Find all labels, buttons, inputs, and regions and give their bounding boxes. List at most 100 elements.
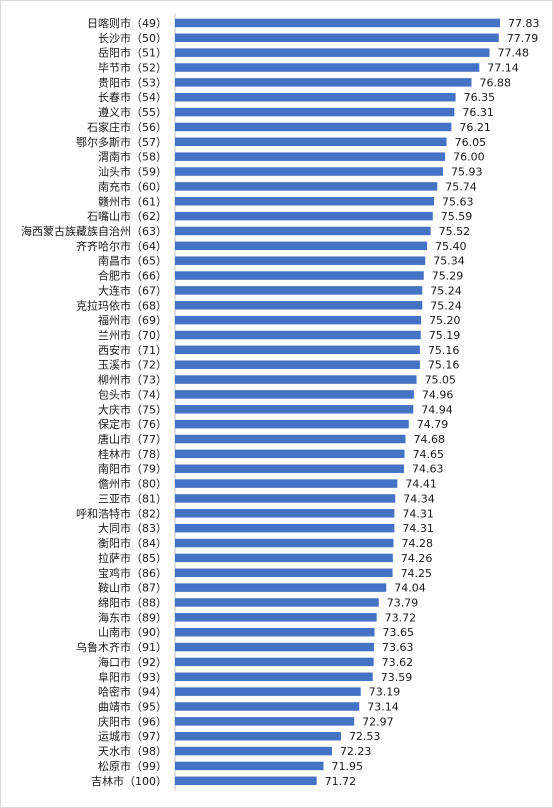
value-label: 74.94 [421,403,453,416]
bar [175,122,452,132]
value-label: 76.35 [464,91,496,104]
bar [175,167,443,176]
bar [175,568,393,577]
category-label: 儋州市（80） [98,477,167,491]
category-label: 三亚市（81） [98,491,167,505]
category-label: 贵阳市（53） [98,75,167,89]
bar [175,48,490,57]
bar [175,494,396,503]
value-label: 76.00 [453,151,485,164]
category-label: 克拉玛依市（68） [76,298,167,312]
value-label: 74.63 [412,463,444,476]
value-label: 73.65 [383,626,415,639]
bar [175,63,480,72]
bar [175,301,423,310]
bar [175,271,424,280]
value-label: 71.95 [332,760,364,773]
value-label: 72.53 [349,730,381,743]
bar [175,345,420,355]
value-label: 73.62 [382,656,414,669]
value-label: 75.59 [441,210,473,223]
bar [175,642,374,652]
value-label: 71.72 [325,775,357,788]
bar [175,687,361,696]
category-label: 岳阳市（51） [98,46,167,60]
category-label: 汕头市（59） [98,165,167,179]
value-label: 73.19 [369,686,401,699]
value-label: 75.63 [442,195,474,208]
category-label: 鞍山市（87） [98,581,167,595]
value-label: 74.25 [401,567,433,580]
category-label: 吉林市（100） [91,774,167,788]
value-label: 77.79 [507,32,539,45]
category-label: 合肥市（66） [98,269,167,283]
value-label: 74.96 [422,388,454,401]
value-label: 76.88 [479,76,511,89]
value-label: 75.52 [439,225,471,238]
bar [175,405,414,414]
bar [175,583,387,592]
value-label: 74.31 [402,522,434,535]
category-label: 海西蒙古族藏族自治州（63） [21,224,167,238]
bar [175,241,428,251]
bar [175,538,394,548]
bar [175,18,500,28]
category-label: 齐齐哈尔市（64） [76,239,167,253]
bar [175,434,406,444]
category-label: 桂林市（78） [98,447,167,461]
category-label: 海口市（92） [98,655,167,669]
value-label: 73.59 [381,671,413,684]
category-label: 长沙市（50） [98,31,167,45]
category-label: 大连市（67） [98,283,167,297]
bar [175,33,499,43]
category-label: 哈密市（94） [98,685,167,699]
category-label: 长春市（54） [98,90,167,104]
bar [175,553,393,563]
bar [175,702,360,711]
category-label: 南充市（60） [98,179,167,193]
value-label: 74.04 [394,582,426,595]
value-label: 74.79 [417,418,449,431]
value-label: 72.23 [340,745,372,758]
category-label: 西安市（71） [98,343,167,357]
value-label: 73.72 [385,611,417,624]
category-label: 拉萨市（85） [98,551,167,565]
bar [175,330,421,340]
category-label: 遵义市（55） [98,105,167,119]
category-label: 衡阳市（84） [98,536,167,550]
value-label: 74.65 [413,448,445,461]
value-label: 77.14 [487,62,519,75]
value-label: 73.79 [387,596,419,609]
bar [175,717,355,726]
category-label: 曲靖市（95） [98,699,167,713]
value-label: 76.21 [459,121,491,134]
value-label: 74.31 [402,507,434,520]
category-label: 呼和浩特市（82） [76,506,167,520]
value-label: 77.48 [497,47,529,60]
value-label: 74.26 [401,552,433,565]
category-label: 包头市（74） [98,387,167,401]
value-label: 75.40 [435,240,467,253]
value-label: 72.97 [362,715,394,728]
category-label: 山南市（90） [98,625,167,639]
value-label: 76.31 [462,106,494,119]
category-label: 日喀则市（49） [87,16,167,30]
bar [175,509,395,518]
bar [175,211,433,221]
category-label: 运城市（97） [98,729,167,743]
category-label: 大庆市（75） [98,402,167,416]
value-label: 74.28 [401,537,433,550]
category-label: 庆阳市（96） [98,714,167,728]
bar [175,197,434,206]
bar [175,152,446,161]
value-label: 75.74 [445,180,477,193]
value-label: 75.16 [428,344,460,357]
value-label: 75.34 [433,255,465,268]
value-label: 75.16 [428,359,460,372]
category-labels: 日喀则市（49）长沙市（50）岳阳市（51）毕节市（52）贵阳市（53）长春市（… [21,16,167,788]
category-label: 玉溪市（72） [98,358,167,372]
value-label: 75.05 [425,374,457,387]
